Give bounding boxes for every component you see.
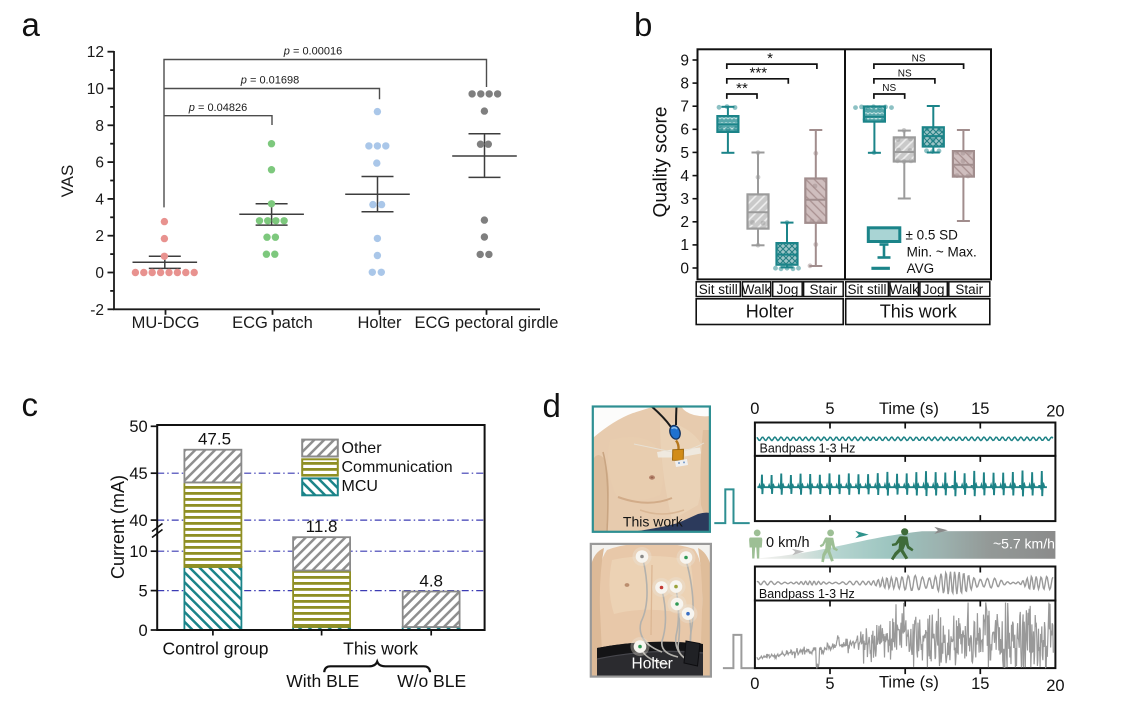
svg-text:0: 0: [139, 622, 148, 640]
svg-text:5: 5: [825, 400, 834, 418]
svg-text:p = 0.00016: p = 0.00016: [283, 46, 342, 58]
svg-text:VAS: VAS: [58, 165, 77, 198]
svg-text:This work: This work: [623, 514, 684, 530]
svg-text:0: 0: [750, 400, 759, 418]
svg-text:15: 15: [971, 675, 989, 693]
svg-text:Quality score: Quality score: [651, 107, 672, 218]
svg-text:Bandpass 1-3 Hz: Bandpass 1-3 Hz: [759, 587, 855, 601]
svg-text:10: 10: [129, 543, 147, 561]
svg-text:50: 50: [129, 418, 147, 436]
svg-text:NS: NS: [912, 54, 926, 65]
svg-text:8: 8: [680, 75, 689, 92]
svg-text:This work: This work: [880, 302, 958, 322]
svg-text:8: 8: [95, 118, 104, 135]
svg-text:With BLE: With BLE: [286, 671, 359, 691]
svg-text:b: b: [634, 6, 652, 43]
svg-text:ECG patch: ECG patch: [232, 314, 313, 332]
svg-text:Time (s): Time (s): [879, 674, 939, 692]
svg-text:Sit still: Sit still: [847, 282, 886, 297]
svg-text:0 km/h: 0 km/h: [766, 535, 810, 551]
svg-text:Holter: Holter: [632, 656, 673, 673]
svg-text:0: 0: [750, 675, 759, 693]
svg-text:p = 0.01698: p = 0.01698: [240, 75, 299, 87]
svg-text:2: 2: [95, 228, 104, 245]
svg-text:5: 5: [139, 582, 148, 600]
svg-text:3: 3: [680, 191, 689, 208]
svg-text:***: ***: [750, 65, 768, 82]
svg-text:15: 15: [971, 400, 989, 418]
svg-text:Jog: Jog: [923, 282, 945, 297]
svg-text:d: d: [543, 387, 561, 424]
svg-text:6: 6: [680, 122, 689, 139]
svg-text:ECG pectoral girdle: ECG pectoral girdle: [415, 314, 559, 332]
svg-text:c: c: [22, 386, 39, 423]
svg-text:Sit still: Sit still: [699, 282, 738, 297]
svg-text:5: 5: [680, 145, 689, 162]
svg-text:W/o BLE: W/o BLE: [397, 671, 466, 691]
svg-text:Bandpass 1-3 Hz: Bandpass 1-3 Hz: [760, 442, 856, 456]
svg-text:0: 0: [680, 260, 689, 277]
svg-text:10: 10: [87, 81, 105, 98]
svg-text:2: 2: [680, 214, 689, 231]
svg-text:11.8: 11.8: [306, 517, 338, 536]
svg-text:Walk: Walk: [889, 282, 919, 297]
svg-text:0: 0: [95, 265, 104, 282]
svg-text:Control group: Control group: [162, 639, 268, 659]
svg-text:6: 6: [95, 155, 104, 172]
svg-text:**: **: [736, 80, 748, 97]
svg-text:Other: Other: [342, 440, 383, 457]
svg-text:-2: -2: [90, 302, 104, 319]
svg-text:7: 7: [680, 99, 689, 116]
svg-text:Stair: Stair: [955, 282, 983, 297]
svg-text:Communication: Communication: [342, 459, 453, 476]
svg-text:47.5: 47.5: [198, 430, 231, 449]
svg-text:Min. ~ Max.: Min. ~ Max.: [907, 245, 977, 260]
svg-text:20: 20: [1046, 677, 1064, 695]
svg-text:1: 1: [680, 237, 689, 254]
svg-text:Holter: Holter: [357, 314, 402, 332]
svg-text:Time (s): Time (s): [879, 400, 939, 418]
svg-text:20: 20: [1046, 403, 1064, 421]
svg-text:Holter: Holter: [746, 302, 794, 322]
svg-text:*: *: [767, 50, 773, 67]
svg-text:NS: NS: [898, 68, 912, 79]
svg-text:5: 5: [825, 675, 834, 693]
svg-text:4: 4: [680, 168, 689, 185]
svg-text:a: a: [22, 6, 41, 43]
svg-text:9: 9: [680, 52, 689, 69]
svg-text:AVG: AVG: [907, 261, 935, 276]
svg-text:~5.7 km/h: ~5.7 km/h: [993, 536, 1055, 552]
svg-text:MCU: MCU: [342, 478, 378, 495]
svg-text:4: 4: [95, 191, 104, 208]
svg-text:45: 45: [129, 465, 147, 483]
svg-text:Current (mA): Current (mA): [108, 475, 128, 579]
svg-text:Stair: Stair: [810, 282, 838, 297]
svg-text:This work: This work: [343, 639, 418, 659]
svg-text:p = 0.04826: p = 0.04826: [188, 102, 247, 114]
svg-text:4.8: 4.8: [419, 572, 443, 591]
svg-text:MU-DCG: MU-DCG: [132, 314, 200, 332]
svg-text:40: 40: [129, 512, 147, 530]
svg-text:Walk: Walk: [742, 282, 772, 297]
svg-text:± 0.5 SD: ± 0.5 SD: [906, 228, 959, 243]
svg-text:12: 12: [87, 44, 104, 61]
svg-text:NS: NS: [882, 83, 896, 94]
svg-text:Jog: Jog: [777, 282, 799, 297]
